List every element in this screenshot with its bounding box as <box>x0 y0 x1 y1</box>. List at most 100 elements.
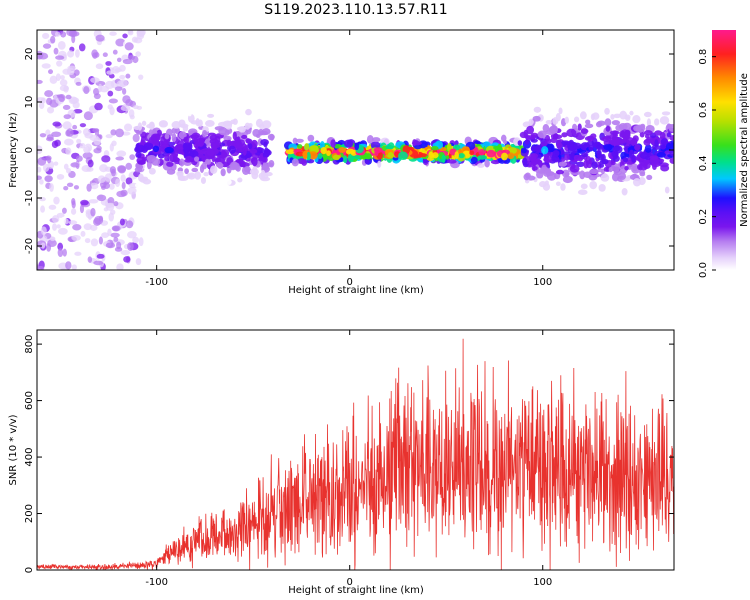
heatmap-cell <box>441 154 446 164</box>
heatmap-cell <box>604 107 610 115</box>
heatmap-cell <box>116 57 122 63</box>
heatmap-cell <box>79 123 87 128</box>
heatmap-cell <box>524 139 530 145</box>
heatmap-cell <box>62 104 71 110</box>
heatmap-cell <box>601 158 609 165</box>
heatmap-cell <box>214 126 225 131</box>
snr-ylabel: SNR (10 * v/v) <box>8 414 19 485</box>
heatmap-cell <box>243 166 251 173</box>
heatmap-cell <box>127 242 134 251</box>
heatmap-cell <box>125 162 133 170</box>
heatmap-cell <box>484 159 490 168</box>
heatmap-cell <box>199 164 205 173</box>
heatmap-cell <box>183 136 190 144</box>
heatmap-cell <box>116 241 122 250</box>
heatmap-cell <box>646 174 653 181</box>
heatmap-cell <box>72 124 78 130</box>
heatmap-cell <box>196 137 205 147</box>
heatmap-cell <box>561 140 570 146</box>
heatmap-cell <box>528 118 534 126</box>
heatmap-cell <box>87 256 93 263</box>
heatmap-cell <box>588 145 594 151</box>
heatmap-cell <box>639 131 645 138</box>
heatmap-cell <box>604 118 612 127</box>
heatmap-cell <box>262 150 269 159</box>
spectrogram-xtick-label: -100 <box>145 277 168 288</box>
heatmap-cell <box>555 169 565 175</box>
heatmap-cell <box>243 145 249 150</box>
heatmap-cell <box>131 191 136 200</box>
heatmap-cell <box>598 184 606 192</box>
heatmap-cell <box>39 179 44 185</box>
heatmap-cell <box>581 152 589 158</box>
heatmap-cell <box>187 107 193 117</box>
heatmap-cell <box>123 256 131 263</box>
heatmap-cell <box>111 225 121 232</box>
heatmap-cell <box>135 258 142 266</box>
heatmap-cell <box>584 123 594 129</box>
heatmap-cell <box>339 157 344 162</box>
heatmap-cell <box>291 158 299 167</box>
heatmap-cell <box>73 108 83 114</box>
heatmap-cell <box>613 113 621 119</box>
heatmap-cell <box>637 164 642 170</box>
heatmap-cell <box>470 156 478 164</box>
heatmap-cell <box>80 199 89 206</box>
heatmap-cell <box>261 163 270 171</box>
heatmap-cell <box>65 261 72 270</box>
spectrogram-ytick-label: -10 <box>24 190 35 206</box>
heatmap-cell <box>93 147 102 154</box>
heatmap-cell <box>65 94 72 100</box>
heatmap-cell <box>564 172 570 177</box>
heatmap-cell <box>82 128 91 136</box>
heatmap-cell <box>200 177 207 185</box>
heatmap-cell <box>612 145 623 154</box>
heatmap-cell <box>308 151 318 160</box>
heatmap-cell <box>633 125 642 132</box>
heatmap-cell <box>61 207 67 214</box>
heatmap-cell <box>628 149 635 159</box>
heatmap-cell <box>560 183 566 191</box>
heatmap-cell <box>94 102 103 111</box>
heatmap-cell <box>117 165 127 173</box>
heatmap-cell <box>221 104 229 110</box>
heatmap-cell <box>618 172 627 180</box>
heatmap-cell <box>225 121 233 130</box>
heatmap-cell <box>230 119 236 125</box>
heatmap-cell <box>634 144 641 151</box>
heatmap-cell <box>611 120 621 126</box>
heatmap-cell <box>263 156 268 163</box>
heatmap-cell <box>632 178 642 187</box>
spectrogram-xtick-label: 0 <box>347 277 353 288</box>
heatmap-cell <box>119 64 126 72</box>
heatmap-cell <box>146 123 155 129</box>
heatmap-cell <box>101 155 111 163</box>
heatmap-cell <box>68 30 78 38</box>
colorbar: 0.0 0.2 0.4 0.6 0.8 Normalized spectral ampl… <box>698 30 750 278</box>
heatmap-cell <box>486 149 496 158</box>
heatmap-cell <box>87 159 94 168</box>
heatmap-cell <box>586 160 593 169</box>
heatmap-cell <box>49 236 56 242</box>
heatmap-cell <box>577 123 582 131</box>
heatmap-cell <box>57 227 68 235</box>
heatmap-cell <box>169 153 178 163</box>
heatmap-cell <box>124 42 134 51</box>
heatmap-cell <box>89 224 98 231</box>
heatmap-cell <box>656 151 666 158</box>
spectrogram-heatmap <box>37 30 674 270</box>
heatmap-cell <box>307 134 315 142</box>
heatmap-cell <box>72 224 82 231</box>
heatmap-cell <box>238 126 246 133</box>
heatmap-cell <box>251 157 258 167</box>
heatmap-cell <box>431 152 439 159</box>
heatmap-cell <box>301 158 308 166</box>
heatmap-cell <box>108 212 115 222</box>
heatmap-cell <box>612 133 618 138</box>
heatmap-cell <box>517 140 523 146</box>
heatmap-cell <box>97 175 106 183</box>
heatmap-cell <box>292 137 298 144</box>
